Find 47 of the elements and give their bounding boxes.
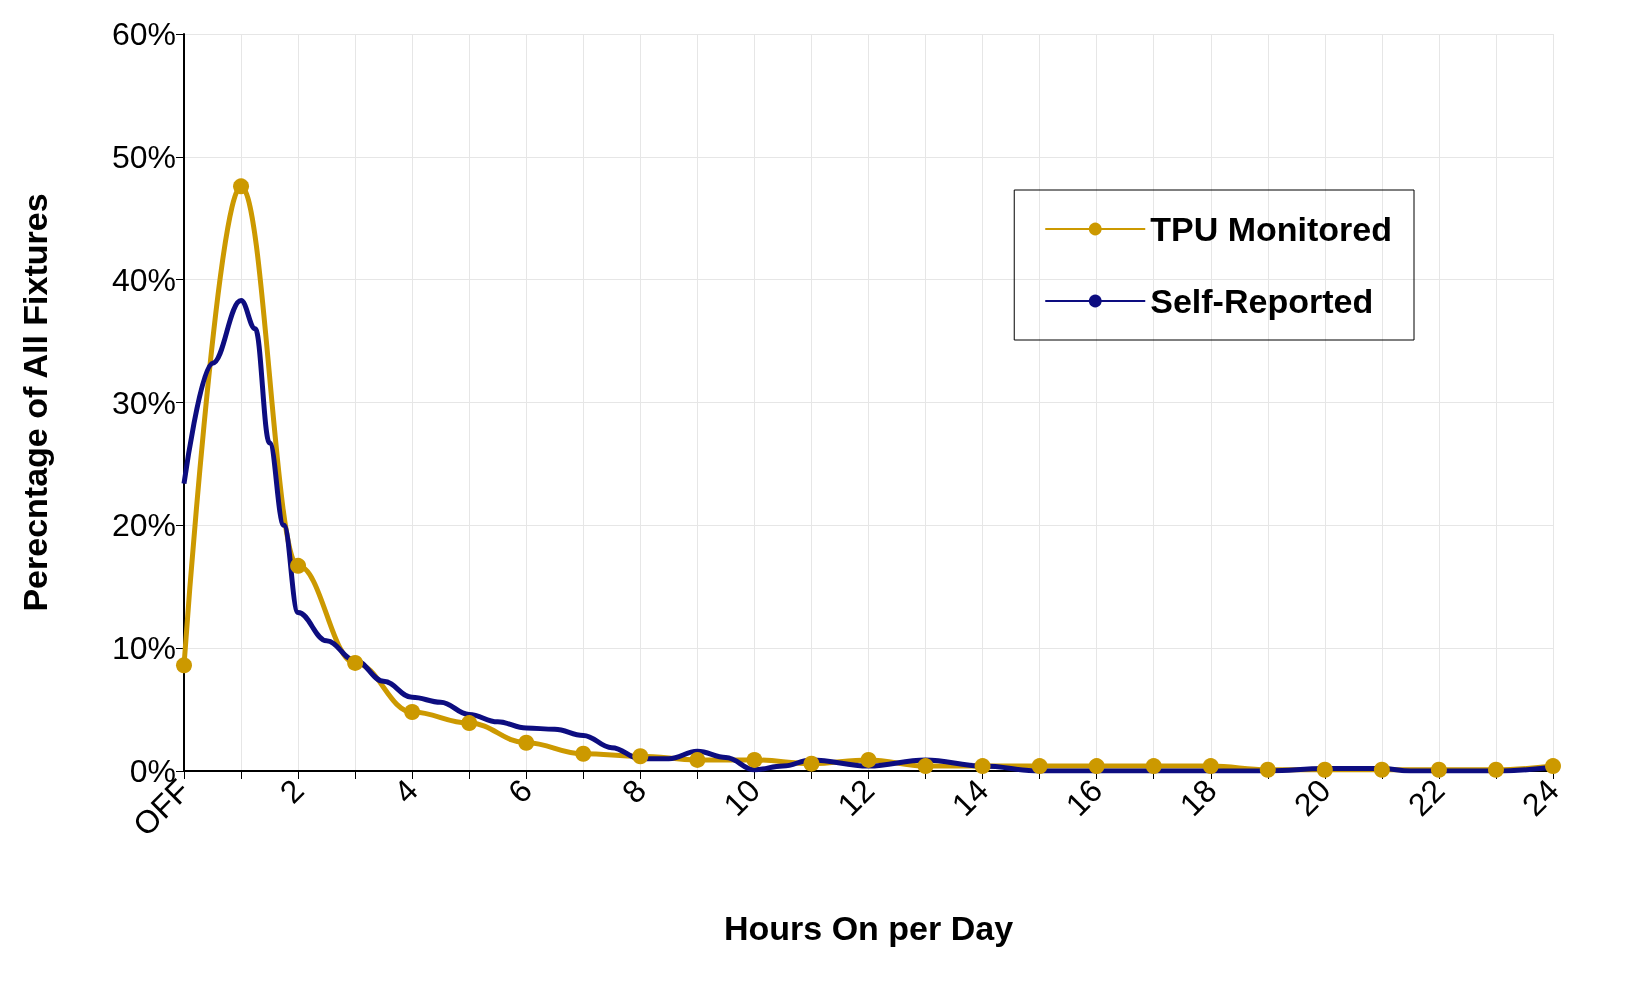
x-tick-label: 4 (386, 772, 425, 811)
point (917, 758, 934, 775)
point (290, 557, 307, 574)
point (1088, 758, 1105, 775)
x-tick-label: 20 (1286, 772, 1338, 823)
point (461, 715, 478, 732)
point (404, 704, 421, 721)
x-tick-label: 6 (500, 772, 539, 811)
point (860, 751, 877, 768)
point (1545, 758, 1561, 775)
x-tick-label: 12 (830, 772, 882, 823)
y-tick-label: 20% (111, 507, 176, 544)
point (689, 751, 706, 768)
point (1145, 758, 1162, 775)
point (1430, 761, 1447, 778)
point (1031, 758, 1048, 775)
y-tick-label: 40% (111, 261, 176, 298)
point (803, 755, 820, 772)
x-tick-label: 24 (1515, 772, 1566, 823)
point (575, 745, 592, 762)
x-tick-label: 8 (615, 772, 654, 811)
point (1373, 761, 1390, 778)
x-tick-label: 14 (944, 772, 996, 823)
x-tick-label: 18 (1172, 772, 1224, 823)
y-tick-label: 50% (111, 138, 176, 175)
point (1259, 761, 1276, 778)
legend-label: TPU Monitored (1150, 210, 1393, 248)
y-axis-title: Perecntage of All Fixtures (16, 193, 54, 612)
point (233, 178, 250, 195)
point (1316, 761, 1333, 778)
point (518, 734, 535, 751)
x-tick-label: 16 (1058, 772, 1110, 823)
point (632, 748, 649, 765)
legend-label: Self-Reported (1150, 282, 1374, 320)
point (1487, 761, 1504, 778)
x-axis-title: Hours On per Day (723, 909, 1014, 947)
x-tick-label: 22 (1401, 772, 1452, 823)
point (974, 758, 991, 775)
y-tick-label: 10% (111, 630, 176, 667)
point (746, 751, 763, 768)
x-tick-label: 10 (716, 772, 768, 823)
point (176, 657, 192, 674)
y-tick-label: 30% (111, 384, 176, 421)
point (347, 654, 364, 671)
point (1202, 758, 1219, 775)
x-tick-label: 2 (272, 772, 311, 811)
y-tick-label: 60% (111, 16, 176, 52)
